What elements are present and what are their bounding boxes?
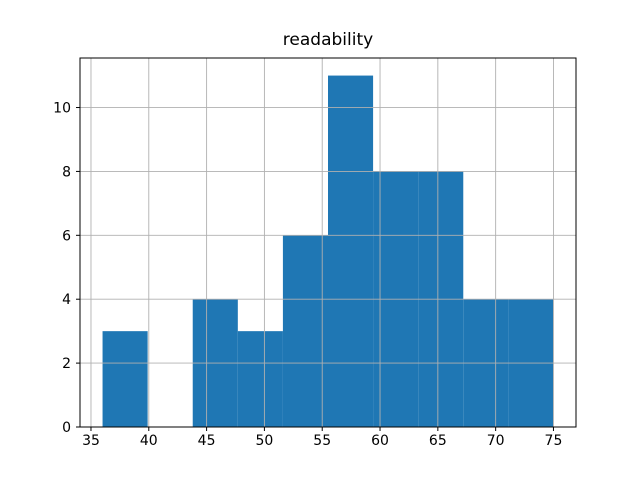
x-tick-label: 35: [82, 433, 100, 449]
x-tick-label: 70: [487, 433, 505, 449]
x-tick-label: 55: [313, 433, 331, 449]
y-tick-label: 10: [53, 101, 71, 117]
x-tick-label: 65: [429, 433, 447, 449]
y-tick-label: 8: [62, 164, 71, 180]
histogram-bar: [237, 331, 283, 427]
x-tick-label: 40: [140, 433, 158, 449]
x-tick-label: 75: [545, 433, 563, 449]
x-tick-label: 45: [198, 433, 216, 449]
histogram-bar: [328, 75, 374, 427]
y-tick-label: 4: [62, 292, 71, 308]
y-tick-label: 6: [62, 228, 71, 244]
y-tick-label: 0: [62, 420, 71, 436]
chart-title: readability: [282, 30, 374, 50]
y-tick-label: 2: [62, 356, 71, 372]
x-tick-label: 50: [255, 433, 273, 449]
x-tick-label: 60: [371, 433, 389, 449]
histogram-bar: [282, 235, 328, 427]
histogram-bar: [102, 331, 148, 427]
plot-border: [79, 57, 577, 428]
